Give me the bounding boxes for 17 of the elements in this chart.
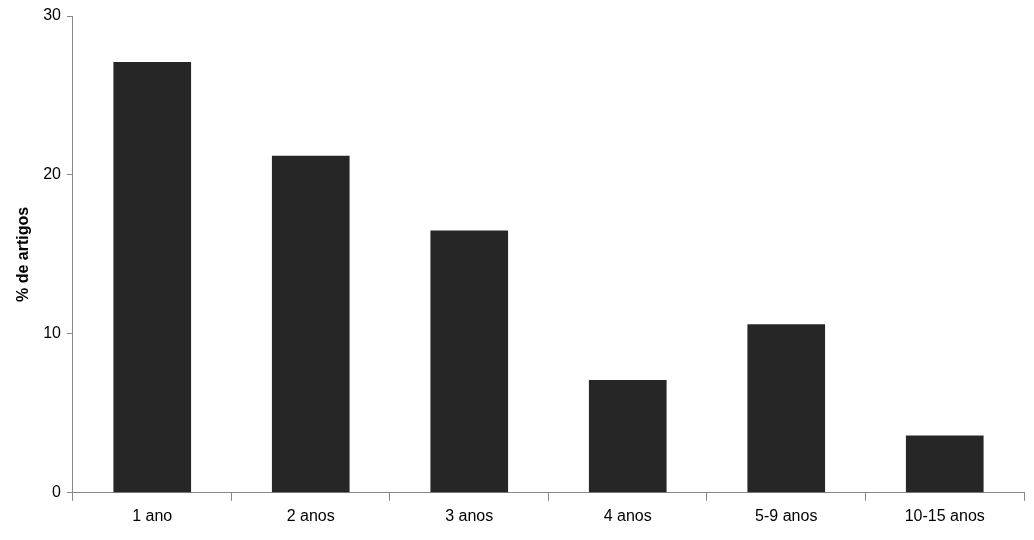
x-tick-label: 10-15 anos: [904, 506, 985, 524]
y-tick-label: 30: [43, 6, 62, 24]
x-tick-label: 3 anos: [445, 506, 494, 524]
bar: [905, 435, 984, 493]
bar: [747, 324, 826, 493]
y-tick-label: 10: [43, 324, 62, 342]
y-tick-label: 0: [52, 483, 62, 501]
bar: [588, 379, 667, 493]
bar: [271, 155, 350, 493]
x-tick-label: 2 anos: [286, 506, 335, 524]
bar: [113, 62, 192, 493]
x-tick-label: 4 anos: [603, 506, 652, 524]
x-tick-label: 5-9 anos: [755, 506, 818, 524]
bar: [430, 230, 509, 493]
x-tick-label: 1 ano: [132, 506, 173, 524]
y-tick-label: 20: [43, 165, 62, 183]
y-axis-title: % de artigos: [14, 206, 32, 302]
